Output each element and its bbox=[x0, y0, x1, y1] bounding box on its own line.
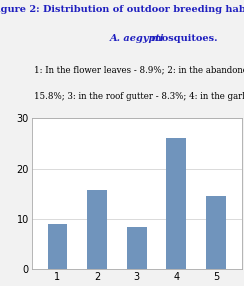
Text: others - 14.6%.: others - 14.6%. bbox=[34, 119, 100, 128]
Text: 15.8%; 3: in the roof gutter - 8.3%; 4: in the garbage - 52.4%; 5:: 15.8%; 3: in the roof gutter - 8.3%; 4: … bbox=[34, 92, 244, 101]
Bar bbox=[206, 196, 226, 269]
Text: Figure 2: Distribution of outdoor breeding habitats of: Figure 2: Distribution of outdoor breedi… bbox=[0, 5, 244, 14]
Bar bbox=[87, 190, 107, 269]
Text: 1: In the flower leaves - 8.9%; 2: in the abandoned tyres -: 1: In the flower leaves - 8.9%; 2: in th… bbox=[34, 66, 244, 75]
Text: mosquitoes.: mosquitoes. bbox=[148, 34, 218, 43]
Text: A. aegypti: A. aegypti bbox=[109, 34, 164, 43]
Bar bbox=[166, 138, 186, 269]
Bar bbox=[48, 224, 67, 269]
Bar bbox=[127, 227, 147, 269]
